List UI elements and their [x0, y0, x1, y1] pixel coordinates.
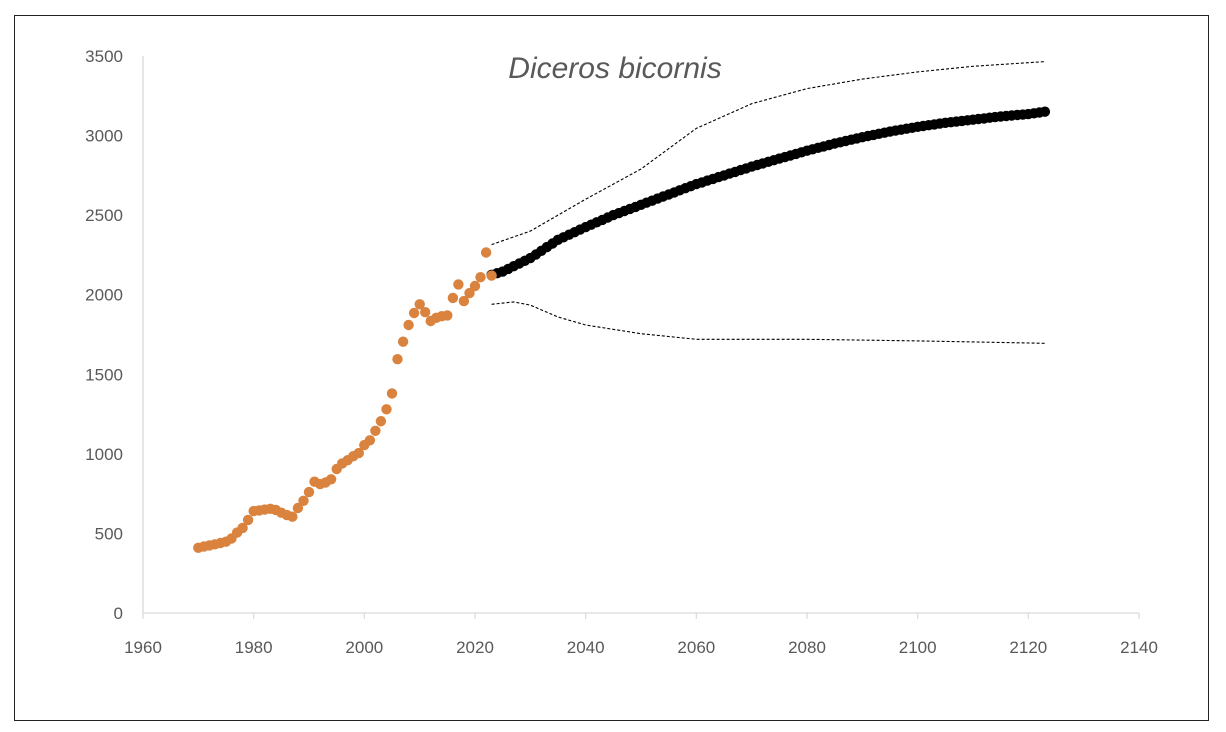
y-tick-label: 3500	[85, 47, 123, 66]
y-tick-label: 500	[95, 524, 123, 543]
observed-point	[392, 354, 403, 365]
observed-point	[447, 292, 459, 304]
observed-point	[453, 279, 464, 290]
x-tick-label: 2120	[1009, 638, 1047, 657]
x-tick-label: 2000	[345, 638, 383, 657]
observed-point	[287, 511, 298, 522]
lower-bound-line	[491, 301, 1045, 344]
y-tick-label: 1000	[85, 445, 123, 464]
x-tick-label: 1980	[235, 638, 273, 657]
bound-lines	[491, 61, 1045, 344]
y-tick-label: 3000	[85, 127, 123, 146]
y-tick-label: 2000	[85, 286, 123, 305]
observed-point	[298, 495, 309, 506]
observed-point	[386, 388, 398, 399]
observed-point	[325, 474, 337, 485]
x-tick-label: 2140	[1120, 638, 1158, 657]
x-tick-label: 2080	[788, 638, 826, 657]
upper-bound-line	[491, 61, 1045, 246]
observed-point	[237, 522, 248, 534]
axes: 0 500 1000 1500 2000 2500 3000 3500 1960 1980 2000…	[85, 47, 1158, 657]
data-points	[193, 106, 1051, 553]
observed-point	[480, 247, 492, 258]
observed-point	[381, 404, 392, 415]
observed-point	[242, 514, 254, 526]
observed-point	[458, 295, 470, 307]
observed-point	[475, 272, 486, 283]
y-tick-label: 0	[114, 604, 123, 623]
observed-point	[442, 310, 453, 321]
observed-point	[397, 336, 409, 347]
observed-point	[292, 502, 304, 514]
x-tick-label: 2040	[567, 638, 605, 657]
observed-point	[364, 435, 376, 446]
observed-point	[370, 425, 381, 436]
observed-point	[403, 319, 414, 331]
observed-point	[414, 299, 425, 310]
chart-title: Diceros bicornis	[508, 52, 721, 85]
chart-frame	[14, 15, 1209, 721]
x-tick-label: 1960	[124, 638, 162, 657]
observed-point	[303, 486, 315, 498]
y-tick-label: 1500	[85, 365, 123, 384]
x-tick-label: 2020	[456, 638, 494, 657]
observed-point	[469, 280, 481, 292]
observed-point	[408, 307, 420, 319]
y-tick-label: 2500	[85, 206, 123, 225]
x-tick-label: 2060	[677, 638, 715, 657]
projected-point	[1039, 106, 1051, 117]
observed-point	[420, 307, 431, 318]
observed-point	[486, 270, 497, 281]
observed-point	[375, 416, 387, 427]
observed-point	[353, 447, 364, 459]
observed-point	[464, 287, 475, 299]
x-tick-label: 2100	[899, 638, 937, 657]
